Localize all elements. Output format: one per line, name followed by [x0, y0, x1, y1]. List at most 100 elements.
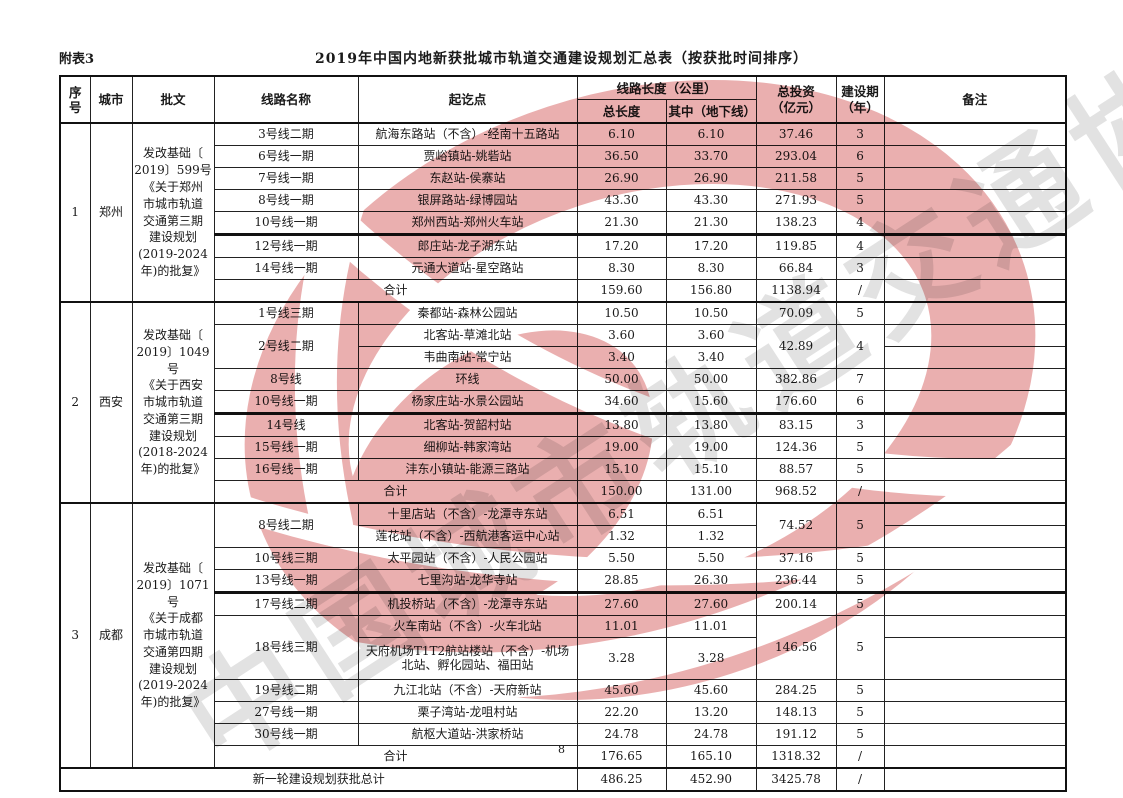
cell-inv: 124.36 [755, 436, 837, 459]
cell-od: 莲花站（不含）-西航港客运中心站 [357, 525, 578, 548]
cell-per: 5 [835, 679, 885, 702]
cell-len: 6.10 [576, 122, 667, 146]
cell-per: 5 [835, 436, 885, 459]
cell-line: 7号线一期 [213, 167, 359, 190]
cell-ug: 1.32 [665, 525, 757, 548]
cell-ug: 19.00 [665, 436, 757, 459]
cell-doc: 发改基础〔 2019〕1049 号 《关于西安 市城市轨道 交通第三期 建设规划… [131, 301, 215, 504]
cell-remark [883, 189, 1067, 212]
cell-od: 沣东小镇站-能源三路站 [357, 458, 578, 481]
header-cell-investment: 总投资 （亿元） [755, 75, 837, 124]
cell-remark [883, 723, 1067, 746]
table-row: 30号线一期 航枢大道站-洪家桥站 24.78 24.78 191.12 5 [60, 723, 1067, 746]
header-cell-underground: 其中（地下线） [665, 99, 757, 124]
cell-ug: 165.10 [665, 745, 757, 769]
document-title: 2019年中国内地新获批城市轨道交通建设规划汇总表（按获批时间排序） [315, 51, 808, 67]
cell-line: 14号线 [213, 412, 359, 437]
cell-ug: 6.51 [665, 502, 757, 526]
cell-remark [883, 679, 1067, 702]
cell-per: 5 [835, 547, 885, 570]
cell-inv: 74.52 [755, 502, 837, 548]
cell-per: / [835, 767, 885, 792]
cell-doc: 发改基础〔 2019〕1071 号 《关于成都 市城市轨道 交通第四期 建设规划… [131, 502, 215, 769]
cell-remark [883, 346, 1067, 369]
cell-len: 45.60 [576, 679, 667, 702]
cell-line: 1号线三期 [213, 301, 359, 325]
cell-per: 4 [835, 211, 885, 235]
cell-inv: 148.13 [755, 701, 837, 724]
cell-ug: 3.28 [665, 637, 757, 680]
cell-ug: 13.80 [665, 412, 757, 437]
cell-ug: 5.50 [665, 547, 757, 570]
cell-od: 秦都站-森林公园站 [357, 301, 578, 325]
cell-remark [883, 324, 1067, 347]
cell-per: / [835, 279, 885, 303]
cell-len: 26.90 [576, 167, 667, 190]
cell-line: 2号线二期 [213, 324, 359, 369]
cell-od: 机投桥站（不含）-龙潭寺东站 [357, 591, 578, 616]
cell-od: 航海东路站（不含）-经南十五路站 [357, 122, 578, 146]
cell-per: 5 [835, 458, 885, 481]
cell-od: 九江北站（不含）-天府新站 [357, 679, 578, 702]
cell-inv: 968.52 [755, 480, 837, 504]
cell-len: 21.30 [576, 211, 667, 235]
cell-line: 8号线一期 [213, 189, 359, 212]
cell-inv: 70.09 [755, 301, 837, 325]
cell-remark [883, 637, 1067, 680]
rail-plan-table: 序号 城市 批文 线路名称 起讫点 线路长度（公里） 总投资 （亿元） 建设期 … [59, 75, 1068, 792]
cell-grand-total-label: 新一轮建设规划获批总计 [59, 767, 578, 792]
cell-ug: 33.70 [665, 145, 757, 168]
cell-inv: 146.56 [755, 615, 837, 680]
cell-ug: 13.20 [665, 701, 757, 724]
annex-label: 附表3 [59, 52, 95, 67]
cell-remark [883, 257, 1067, 280]
cell-len: 10.50 [576, 301, 667, 325]
cell-line: 10号线一期 [213, 390, 359, 414]
cell-line: 3号线二期 [213, 122, 359, 146]
cell-inv: 191.12 [755, 723, 837, 746]
cell-len: 43.30 [576, 189, 667, 212]
cell-ug: 17.20 [665, 233, 757, 258]
cell-inv: 211.58 [755, 167, 837, 190]
cell-per: 4 [835, 233, 885, 258]
header-cell-line: 线路名称 [213, 75, 359, 124]
cell-per: 6 [835, 145, 885, 168]
cell-ug: 10.50 [665, 301, 757, 325]
cell-line: 30号线一期 [213, 723, 359, 746]
cell-od: 东赵站-侯寨站 [357, 167, 578, 190]
cell-ug: 131.00 [665, 480, 757, 504]
cell-remark [883, 122, 1067, 146]
cell-len: 27.60 [576, 591, 667, 616]
cell-inv: 37.16 [755, 547, 837, 570]
cell-line: 12号线一期 [213, 233, 359, 258]
cell-line: 19号线二期 [213, 679, 359, 702]
cell-line: 14号线一期 [213, 257, 359, 280]
cell-ug: 15.10 [665, 458, 757, 481]
cell-line: 17号线二期 [213, 591, 359, 616]
cell-seq: 2 [59, 301, 91, 504]
cell-inv: 88.57 [755, 458, 837, 481]
cell-inv: 271.93 [755, 189, 837, 212]
cell-inv: 37.46 [755, 122, 837, 146]
header-row-1: 序号 城市 批文 线路名称 起讫点 线路长度（公里） 总投资 （亿元） 建设期 … [59, 75, 1067, 124]
cell-line: 8号线二期 [213, 502, 359, 548]
cell-od: 韦曲南站-常宁站 [357, 346, 578, 369]
cell-line: 10号线一期 [213, 211, 359, 235]
cell-len: 6.51 [576, 502, 667, 526]
cell-per: 5 [835, 591, 885, 616]
cell-od: 郑州西站-郑州火车站 [357, 211, 578, 235]
cell-len: 5.50 [576, 547, 667, 570]
cell-remark [883, 412, 1067, 437]
cell-per: 5 [835, 301, 885, 325]
table-row: 2 西安 发改基础〔 2019〕1049 号 《关于西安 市城市轨道 交通第三期… [59, 301, 1067, 504]
cell-remark [883, 767, 1067, 792]
cell-remark [883, 211, 1067, 235]
cell-inv: 382.86 [755, 368, 837, 391]
table-row: 1 郑州 发改基础〔 2019〕599号 《关于郑州 市城市轨道 交通第三期 建… [59, 122, 1067, 303]
cell-line: 18号线三期 [213, 615, 359, 680]
cell-len: 24.78 [576, 723, 667, 746]
cell-per: 7 [835, 368, 885, 391]
cell-remark [883, 233, 1067, 258]
cell-len: 17.20 [576, 233, 667, 258]
cell-remark [883, 480, 1067, 504]
